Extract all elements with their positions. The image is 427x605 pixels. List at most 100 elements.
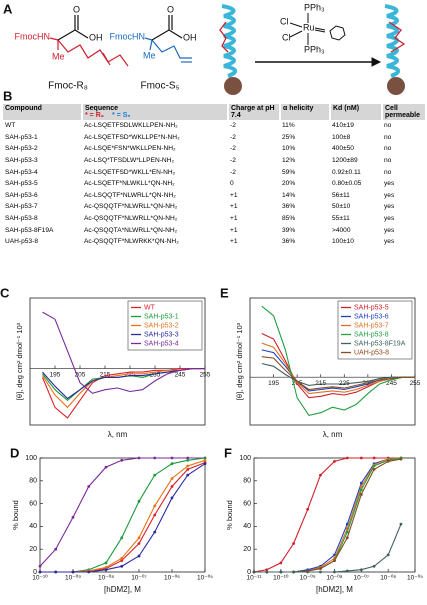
y-axis-label: % bound	[225, 500, 234, 530]
carbonyl: O	[167, 4, 174, 14]
data-point	[186, 473, 190, 477]
cell: SAH-p53-7	[5, 203, 38, 211]
data-point	[203, 462, 207, 466]
cell: Ac-LSQETFSD*WKLL*EN-NH₂	[84, 168, 176, 176]
cell: no	[384, 168, 392, 176]
cell: 50±10	[332, 203, 351, 211]
data-point	[359, 493, 363, 496]
x-tick-label: 195	[268, 380, 279, 387]
cell: Ac-LSQQTF*NLWRLL*QN-NH₂	[84, 191, 176, 199]
cell: -2	[230, 122, 236, 130]
y-tick-label: 20	[243, 546, 251, 553]
data-point	[345, 569, 349, 573]
row: SAH-p53-2 Ac-LSQE*FSN*WKLLPEN-NH₂ -2 10% 400…	[3, 143, 427, 155]
cell: SAH-p53-2	[5, 145, 38, 153]
data-point	[345, 456, 349, 460]
cell: SAH-p53-4	[5, 168, 38, 176]
legend-label: SAH-p53-8	[354, 331, 389, 338]
panel-letter: E	[220, 285, 229, 300]
legend-label: SAH-p53-5	[354, 304, 389, 311]
x-axis-label: λ, nm	[108, 430, 128, 439]
legend-label: SAH-p53-4	[144, 340, 179, 347]
cell: +1	[230, 226, 238, 234]
legend-label: SAH-p53-8F19A	[354, 340, 406, 347]
data-point	[252, 570, 256, 574]
data-point	[104, 568, 108, 572]
data-point	[186, 456, 190, 460]
cell: 36%	[282, 203, 296, 211]
series-line	[40, 463, 206, 573]
data-point	[359, 481, 363, 485]
data-point	[345, 536, 349, 540]
bead	[224, 77, 242, 95]
cell: 56±11	[332, 191, 350, 199]
y-tick-label: 20	[29, 546, 37, 553]
cell: 10%	[282, 145, 296, 153]
header-row: Compound Sequence * = R₈ * = S₅ Charge at pH…	[3, 104, 427, 120]
data-point	[203, 458, 207, 462]
data-point	[333, 559, 336, 562]
cell: 55±11	[332, 215, 350, 223]
panel-letter: C	[0, 285, 10, 300]
legend-box	[337, 300, 413, 360]
cell: 0.92±0.11	[332, 168, 361, 176]
y-tick-label: 0	[33, 569, 37, 576]
cell: no	[384, 157, 392, 165]
cell: yes	[384, 238, 395, 246]
data-point	[372, 464, 376, 468]
amine: FmocHN	[110, 31, 146, 41]
panel-letter: D	[10, 445, 19, 460]
cell: 11%	[282, 122, 295, 130]
x-tick-label: 10⁻⁰⁹	[65, 574, 81, 582]
data-point	[265, 568, 269, 572]
legend-label: WT	[144, 304, 156, 311]
data-point	[306, 570, 310, 574]
x-tick-label: 10⁻⁰⁶	[164, 574, 180, 582]
key: * = S₅	[112, 112, 131, 119]
y-axis-label: [θ], deg cm² dmol⁻¹ 10³	[235, 322, 244, 400]
legend-label: SAH-p53-6	[354, 313, 389, 320]
x-tick-label: 10⁻⁰⁷	[131, 574, 147, 582]
x-axis-label: λ, nm	[323, 430, 343, 439]
data-point	[153, 513, 157, 517]
x-tick-label: 10⁻¹⁰	[32, 574, 48, 582]
cell: 400±50	[332, 145, 354, 153]
y-axis-label: % bound	[11, 500, 20, 530]
cell: -2	[230, 145, 236, 153]
data-point	[71, 570, 75, 574]
series-line	[261, 362, 415, 386]
s5-bonds	[144, 37, 192, 63]
cell: >4000	[332, 226, 351, 234]
x-tick-label: 225	[125, 371, 136, 378]
series-line	[254, 523, 402, 573]
data-point	[279, 561, 283, 565]
header-cell: Charge at pH 7.4	[228, 104, 281, 120]
row: SAH-p53-8 Ac-QSQQTF*NLWRLL*QN-NH₂ +1 85% 55±…	[3, 213, 427, 225]
row: SAH-p53-1 Ac-LSQETFSD*WKLLPE*N-NH₂ -2 25% 10…	[3, 132, 427, 144]
x-tick-label: 10⁻⁰⁸	[326, 574, 342, 582]
bead	[387, 77, 405, 95]
plot-frame	[249, 297, 416, 426]
legend-label: SAH-p53-3	[144, 331, 179, 338]
cell: 25%	[282, 133, 296, 141]
data-point	[319, 473, 322, 477]
data-point	[87, 570, 91, 574]
cell: 410±19	[332, 122, 354, 130]
header-cell: Compound	[3, 104, 83, 120]
x-tick-label: 205	[75, 371, 86, 378]
data-point	[153, 504, 157, 508]
y-tick-label: 100	[25, 455, 37, 462]
x-axis-label: [hDM2], M	[316, 585, 353, 594]
header-text: Cell permeable	[385, 105, 421, 119]
chloride: Cl	[282, 32, 291, 42]
y-tick-label: 40	[29, 523, 37, 530]
y-tick-label: 100	[239, 455, 251, 462]
methyl: Me	[143, 50, 156, 60]
data-point	[104, 465, 108, 469]
cell: Ac-QSQQTF*NLWRLL*QN-NH₂	[84, 203, 178, 211]
data-point	[170, 462, 174, 466]
data-point	[319, 570, 322, 574]
cell: +1	[230, 215, 238, 223]
